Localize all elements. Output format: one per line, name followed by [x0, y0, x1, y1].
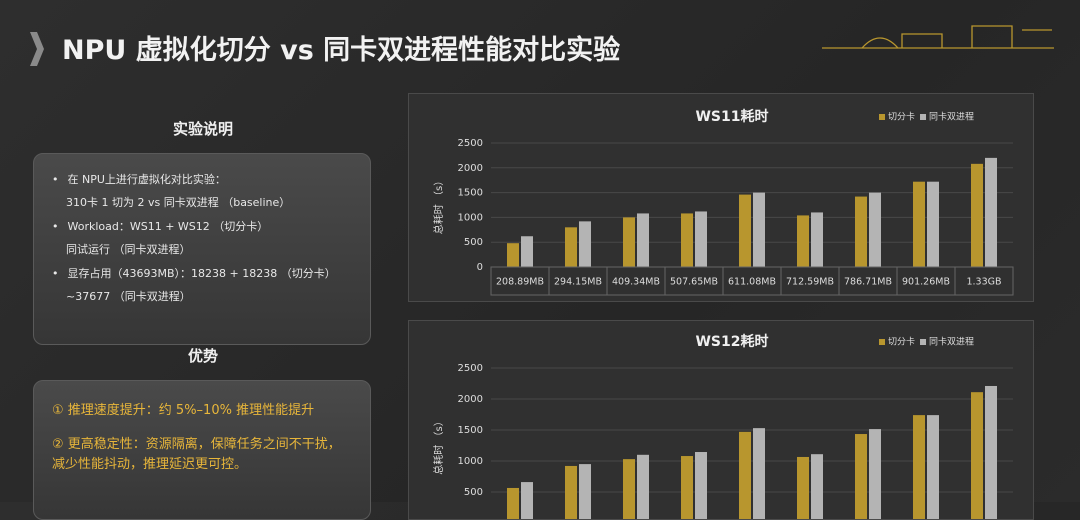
item-line: ~37677 （同卡双进程） [66, 290, 191, 303]
bar [565, 227, 577, 267]
bar [507, 243, 519, 267]
bar [565, 465, 577, 519]
y-tick-label: 2000 [458, 163, 483, 174]
chart-title: WS12耗时 [695, 333, 768, 350]
legend-swatch [879, 339, 885, 345]
item-line: Workload：WS11 + WS12 （切分卡） [52, 215, 352, 238]
bar [797, 215, 809, 267]
bar [637, 213, 649, 267]
x-tick-label: 712.59MB [786, 277, 834, 288]
bar [623, 217, 635, 267]
bar [623, 459, 635, 519]
bar [855, 196, 867, 267]
legend-swatch [879, 114, 885, 120]
bar [797, 456, 809, 519]
x-tick-label: 294.15MB [554, 277, 602, 288]
bar [753, 428, 765, 519]
y-tick-label: 2500 [458, 138, 483, 149]
advantage-box: ① 推理速度提升：约 5%–10% 推理性能提升 ② 更高稳定性：资源隔离，保障任… [33, 380, 371, 520]
x-tick-label: 208.89MB [496, 277, 544, 288]
section-title: 优势 [187, 347, 218, 365]
item-line: 310卡 1 切为 2 vs 同卡双进程 （baseline） [66, 196, 291, 209]
bar [913, 415, 925, 519]
x-tick-label: 1.33GB [966, 277, 1001, 288]
y-tick-label: 0 [477, 262, 483, 273]
y-tick-label: 500 [464, 237, 483, 248]
chart-panel: WS11耗时总耗时 （s） 0 500 1000 1500 2000 2500 切分卡 同卡双进… [408, 93, 1034, 302]
slide: NPU 虚拟化切分 vs 同卡双进程性能对比实验 实验说明 在 NPU上进行虚拟… [0, 0, 1080, 502]
x-tick-label: 611.08MB [728, 277, 776, 288]
list-item: Workload：WS11 + WS12 （切分卡） 同试运行 （同卡双进程） [52, 215, 352, 261]
x-tick-label: 786.71MB [844, 277, 892, 288]
chart-title: WS11耗时 [695, 108, 768, 125]
bar [869, 429, 881, 519]
bar [985, 157, 997, 267]
item-line: 显存占用（43693MB）：18238 + 18238 （切分卡） [52, 262, 352, 285]
slide-title: NPU 虚拟化切分 vs 同卡双进程性能对比实验 [62, 35, 621, 66]
bar [855, 434, 867, 519]
bar [927, 415, 939, 519]
list-item: ① 推理速度提升：约 5%–10% 推理性能提升 [52, 401, 352, 421]
bar [507, 487, 519, 519]
legend-label: 同卡双进程 [929, 111, 974, 123]
bar [971, 392, 983, 519]
bar [695, 452, 707, 519]
legend-label: 同卡双进程 [929, 336, 974, 348]
info-box: 在 NPU上进行虚拟化对比实验： 310卡 1 切为 2 vs 同卡双进程 （ba… [33, 153, 371, 345]
item-line: 在 NPU上进行虚拟化对比实验： [52, 168, 352, 191]
bar [927, 181, 939, 267]
bar [521, 236, 533, 267]
bar [521, 482, 533, 519]
category-table [490, 266, 1014, 296]
bar [739, 194, 751, 267]
legend-swatch [920, 114, 927, 120]
item-line: 减少性能抖动，推理延迟更可控。 [52, 457, 248, 472]
chart-panel: WS12耗时总耗时 （s） 500 1000 1500 2000 2500 切分卡 同卡双进程 [408, 320, 1034, 520]
x-tick-label: 409.34MB [612, 277, 660, 288]
legend-label: 切分卡 [888, 111, 915, 123]
bar [739, 431, 751, 519]
y-axis-label: 总耗时 （s） [432, 416, 445, 474]
legend-label: 切分卡 [888, 336, 915, 348]
y-tick-label: 1500 [458, 425, 483, 436]
bar [579, 464, 591, 519]
x-tick-label: 901.26MB [902, 277, 950, 288]
item-line: ① 推理速度提升：约 5%–10% 推理性能提升 [52, 403, 315, 418]
y-tick-label: 1500 [458, 188, 483, 199]
item-line: 同试运行 （同卡双进程） [66, 243, 191, 256]
logo [822, 25, 1054, 49]
bar [811, 212, 823, 267]
y-tick-label: 500 [464, 487, 483, 498]
bar [985, 385, 997, 519]
bar [579, 221, 591, 267]
bar [971, 163, 983, 267]
item-line: ② 更高稳定性：资源隔离，保障任务之间不干扰， [52, 437, 341, 452]
list-item: 显存占用（43693MB）：18238 + 18238 （切分卡） ~37677 … [52, 262, 352, 308]
bar [681, 456, 693, 519]
legend-swatch [920, 339, 927, 345]
y-tick-label: 1000 [458, 456, 483, 467]
section-title: 实验说明 [172, 120, 233, 138]
x-tick-label: 507.65MB [670, 277, 718, 288]
bar [913, 181, 925, 267]
y-axis-label: 总耗时 （s） [432, 176, 445, 234]
bar [811, 454, 823, 519]
y-tick-label: 2000 [458, 394, 483, 405]
bar [695, 211, 707, 267]
bar [869, 192, 881, 267]
list-item: 在 NPU上进行虚拟化对比实验： 310卡 1 切为 2 vs 同卡双进程 （ba… [52, 168, 352, 214]
bar [681, 213, 693, 267]
bar [637, 454, 649, 519]
chevron [30, 32, 44, 66]
y-tick-label: 1000 [458, 212, 483, 223]
bar [753, 192, 765, 267]
list-item: ② 更高稳定性：资源隔离，保障任务之间不干扰， 减少性能抖动，推理延迟更可控。 [52, 435, 352, 475]
y-tick-label: 2500 [458, 363, 483, 374]
